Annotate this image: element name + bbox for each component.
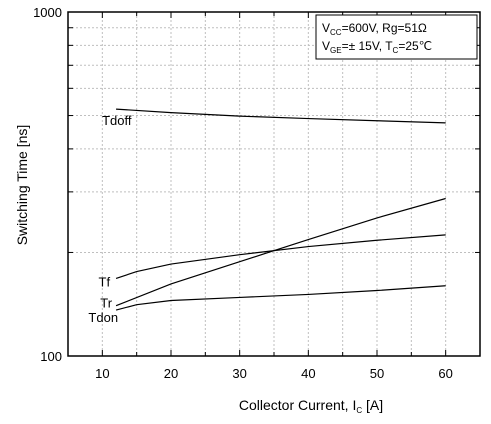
- legend-box: [315, 14, 478, 60]
- y-tick-label: 1000: [33, 5, 62, 20]
- x-axis-title-unit: [A]: [362, 397, 383, 413]
- series-line-tf: [115, 234, 446, 280]
- legend-vcc-symbol: V: [322, 21, 330, 35]
- x-tick-label: 30: [232, 366, 246, 381]
- legend-line-1: VCC=600V, Rg=51Ω: [322, 21, 427, 37]
- x-tick-label: 60: [438, 366, 452, 381]
- legend-vcc-subscript: CC: [330, 28, 342, 37]
- series-line-tr: [115, 197, 446, 307]
- series-label-tr: Tr: [100, 296, 112, 311]
- x-tick-label: 20: [164, 366, 178, 381]
- legend-tc-value: =25℃: [398, 39, 432, 53]
- y-tick-label: 100: [40, 349, 62, 364]
- legend-vge-subscript: GE: [330, 46, 342, 55]
- grid-lines: [68, 12, 480, 356]
- series-label-tdon: Tdon: [88, 310, 118, 325]
- legend-vge-value: =± 15V, T: [342, 39, 394, 53]
- legend-vcc-value: =600V, Rg=51Ω: [342, 21, 427, 35]
- x-tick-label: 40: [301, 366, 315, 381]
- series-label-tdoff: Tdoff: [102, 113, 132, 128]
- legend-tc-subscript: C: [393, 46, 399, 55]
- x-tick-labels: 10 20 30 40 50 60: [95, 366, 453, 381]
- series-line-tdoff: [116, 108, 446, 124]
- y-axis-title: Switching Time [ns]: [14, 125, 30, 246]
- axis-ticks: [68, 12, 480, 356]
- x-tick-label: 10: [95, 366, 109, 381]
- series-lines: [115, 108, 446, 311]
- series-label-tf: Tf: [99, 274, 111, 289]
- y-tick-labels: 100 1000: [33, 5, 62, 364]
- conditions-legend: VCC=600V, Rg=51Ω VGE=± 15V, TC=25℃: [315, 14, 478, 60]
- x-axis-title-subscript: C: [356, 406, 362, 415]
- x-axis-title: Collector Current, IC [A]: [239, 397, 383, 415]
- legend-vge-symbol: V: [322, 39, 330, 53]
- x-axis-title-main: Collector Current, I: [239, 397, 356, 413]
- x-tick-label: 50: [370, 366, 384, 381]
- legend-line-2: VGE=± 15V, TC=25℃: [322, 39, 432, 55]
- series-line-tdon: [115, 285, 446, 311]
